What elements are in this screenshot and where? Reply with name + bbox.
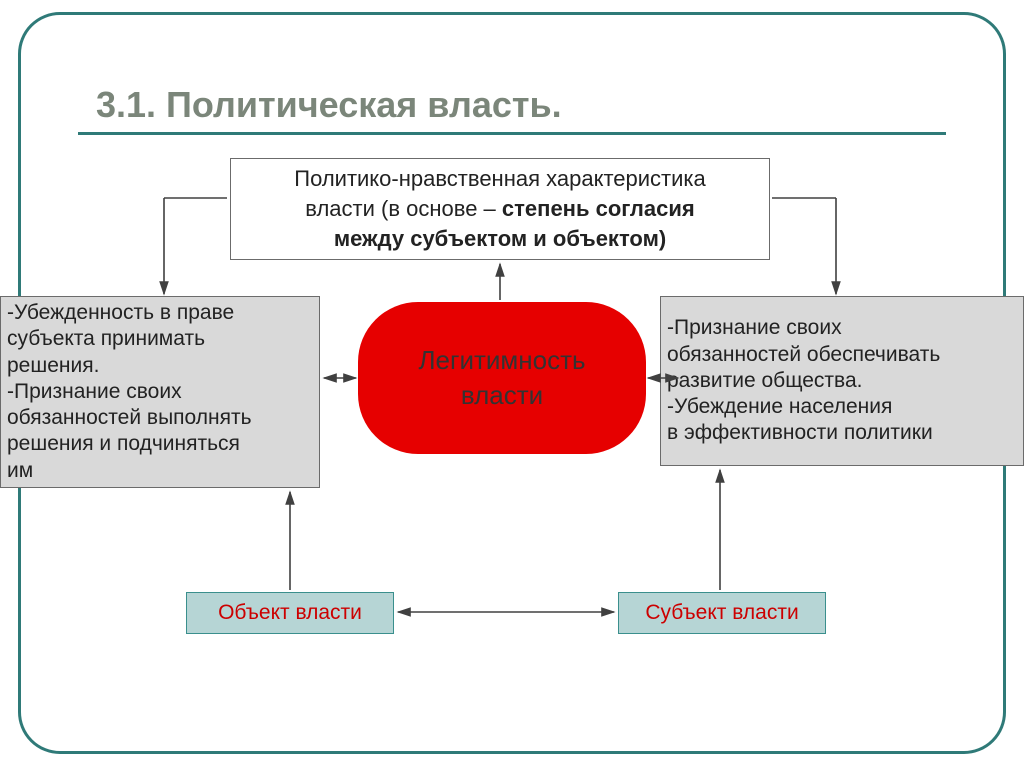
top-box-line3: между субъектом и объектом) xyxy=(231,224,769,254)
subject-description-box: -Признание своихобязанностей обеспечиват… xyxy=(660,296,1024,466)
top-box-line2: власти (в основе – степень согласия xyxy=(231,194,769,224)
top-box-line1: Политико-нравственная характеристика xyxy=(231,164,769,194)
top-characteristic-box: Политико-нравственная характеристика вла… xyxy=(230,158,770,260)
object-label-box: Объект власти xyxy=(186,592,394,634)
text-line: -Признание своих xyxy=(667,315,1017,341)
text-line: решения и подчиняться xyxy=(7,431,313,457)
text-line: субъекта принимать xyxy=(7,326,313,352)
text-line: -Убежденность в праве xyxy=(7,300,313,326)
text-line: обязанностей выполнять xyxy=(7,405,313,431)
legitimacy-node: Легитимность власти xyxy=(358,302,646,454)
text-line: обязанностей обеспечивать xyxy=(667,342,1017,368)
subject-label: Субъект власти xyxy=(645,601,798,625)
subject-label-box: Субъект власти xyxy=(618,592,826,634)
center-line1: Легитимность xyxy=(418,343,585,378)
text-line: -Убеждение населения xyxy=(667,394,1017,420)
text-line: -Признание своих xyxy=(7,379,313,405)
object-label: Объект власти xyxy=(218,601,362,625)
object-description-box: -Убежденность в правесубъекта приниматьр… xyxy=(0,296,320,488)
title-underline xyxy=(78,132,946,135)
text-line: в эффективности политики xyxy=(667,420,1017,446)
text-line: развитие общества. xyxy=(667,368,1017,394)
center-line2: власти xyxy=(461,378,543,413)
text-line: им xyxy=(7,458,313,484)
slide-title: 3.1. Политическая власть. xyxy=(96,84,562,126)
text-line: решения. xyxy=(7,353,313,379)
